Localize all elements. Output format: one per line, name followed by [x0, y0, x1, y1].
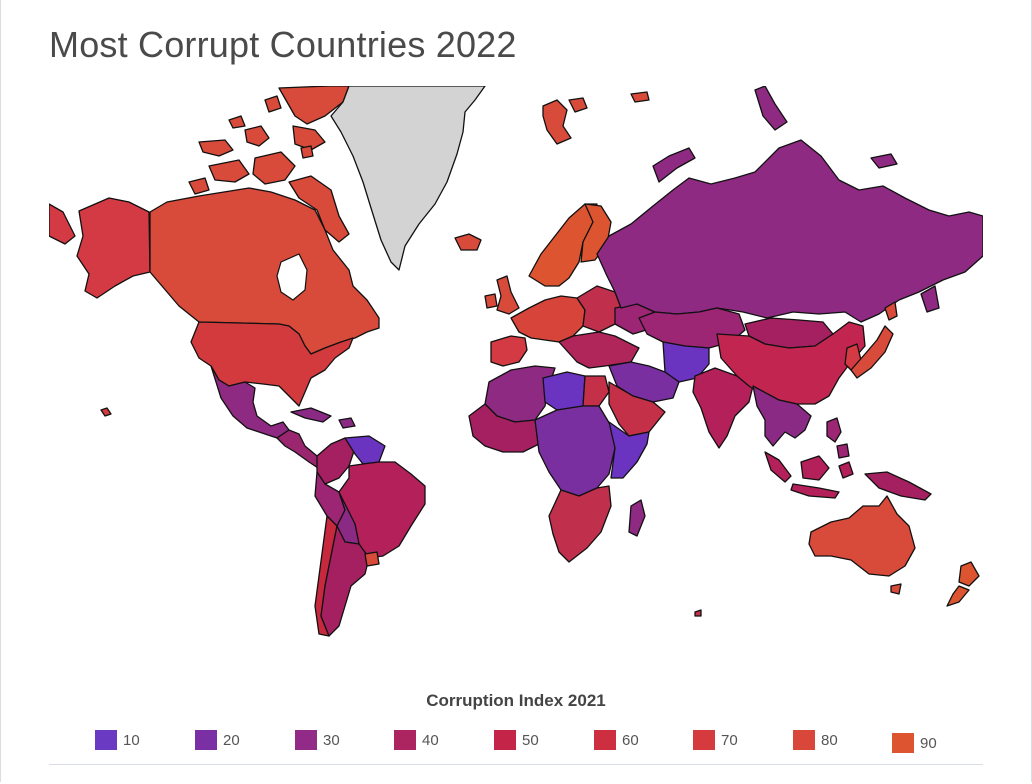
legend-swatch [394, 730, 416, 750]
legend-swatch [892, 733, 914, 753]
country-indonesia[interactable] [764, 451, 792, 483]
canada-arctic-islands[interactable] [188, 86, 350, 243]
legend-swatch [594, 730, 616, 750]
legend-swatch [693, 730, 715, 750]
country-mexico[interactable] [210, 365, 290, 439]
country-ireland[interactable] [484, 293, 498, 309]
country-libya[interactable] [542, 371, 586, 411]
country-southern-africa[interactable] [548, 485, 612, 563]
country-svalbard[interactable] [542, 99, 572, 145]
country-western-europe[interactable] [510, 295, 586, 343]
country-east-africa[interactable] [608, 421, 650, 479]
country-balkans-turkey[interactable] [558, 331, 640, 369]
country-southeast-asia[interactable] [752, 385, 812, 447]
country-australia[interactable] [808, 495, 916, 577]
legend-label: 40 [422, 732, 439, 749]
legend: 10 20 30 40 50 60 70 80 90 [0, 728, 1032, 758]
legend-title: Corruption Index 2021 [426, 691, 606, 710]
legend-label: 10 [123, 732, 140, 749]
legend-swatch [195, 730, 217, 750]
legend-label: 80 [821, 732, 838, 749]
country-japan[interactable] [850, 325, 894, 379]
world-map-svg [49, 86, 983, 637]
country-new-guinea[interactable] [864, 471, 932, 501]
country-uruguay[interactable] [364, 551, 380, 567]
country-argentina[interactable] [320, 525, 370, 637]
country-iberia[interactable] [490, 335, 528, 367]
country-new-zealand[interactable] [958, 561, 980, 587]
page-title: Most Corrupt Countries 2022 [49, 24, 517, 65]
country-egypt[interactable] [582, 375, 610, 407]
legend-label: 30 [323, 732, 340, 749]
legend-label: 60 [622, 732, 639, 749]
country-uk[interactable] [496, 275, 520, 315]
country-madagascar[interactable] [628, 499, 646, 537]
legend-label: 70 [721, 732, 738, 749]
legend-swatch [793, 730, 815, 750]
legend-label: 20 [223, 732, 240, 749]
country-china[interactable] [716, 321, 866, 405]
country-india[interactable] [692, 367, 754, 449]
legend-label: 90 [920, 735, 937, 752]
country-cuba[interactable] [290, 407, 332, 423]
country-iceland[interactable] [454, 233, 482, 251]
legend-swatch [95, 730, 117, 750]
world-map[interactable] [49, 86, 983, 646]
legend-label: 50 [522, 732, 539, 749]
country-philippines[interactable] [826, 417, 842, 443]
bottom-divider [49, 764, 983, 765]
legend-swatch [494, 730, 516, 750]
country-alaska-west[interactable] [49, 203, 76, 245]
country-alaska[interactable] [76, 197, 151, 299]
legend-swatch [295, 730, 317, 750]
country-central-africa[interactable] [534, 405, 616, 497]
country-greenland[interactable] [330, 86, 486, 271]
